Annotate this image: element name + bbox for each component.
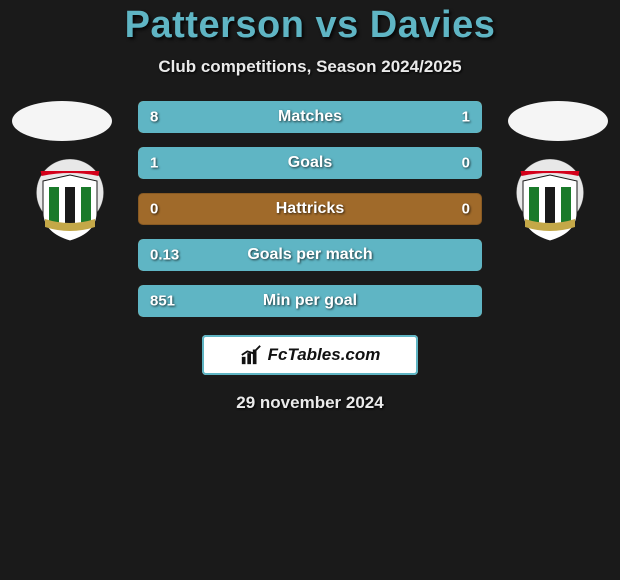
player-avatar-right [508, 101, 608, 141]
stat-row: 1Goals0 [138, 147, 482, 179]
subtitle: Club competitions, Season 2024/2025 [158, 57, 461, 77]
shield-icon [39, 171, 101, 243]
chart-icon [240, 344, 262, 366]
stat-label: Matches [138, 108, 482, 126]
stat-row: 8Matches1 [138, 101, 482, 133]
stat-row: 851Min per goal [138, 285, 482, 317]
brand-label: FcTables.com [268, 345, 381, 365]
stat-label: Min per goal [138, 292, 482, 310]
stat-row: 0Hattricks0 [138, 193, 482, 225]
player-avatar-left [12, 101, 112, 141]
stat-rows: 8Matches1 1Goals0 0Hattricks0 0.13Goals per… [138, 101, 482, 317]
stat-row: 0.13Goals per match [138, 239, 482, 271]
stats-area: 8Matches1 1Goals0 0Hattricks0 0.13Goals per… [0, 101, 620, 317]
club-crest-left [22, 159, 118, 255]
date-label: 29 november 2024 [236, 393, 383, 413]
brand-badge: FcTables.com [202, 335, 418, 375]
shield-icon [519, 171, 581, 243]
stat-label: Goals per match [138, 246, 482, 264]
club-crest-right [502, 159, 598, 255]
page-title: Patterson vs Davies [125, 4, 496, 47]
stat-label: Goals [138, 154, 482, 172]
stat-label: Hattricks [138, 200, 482, 218]
